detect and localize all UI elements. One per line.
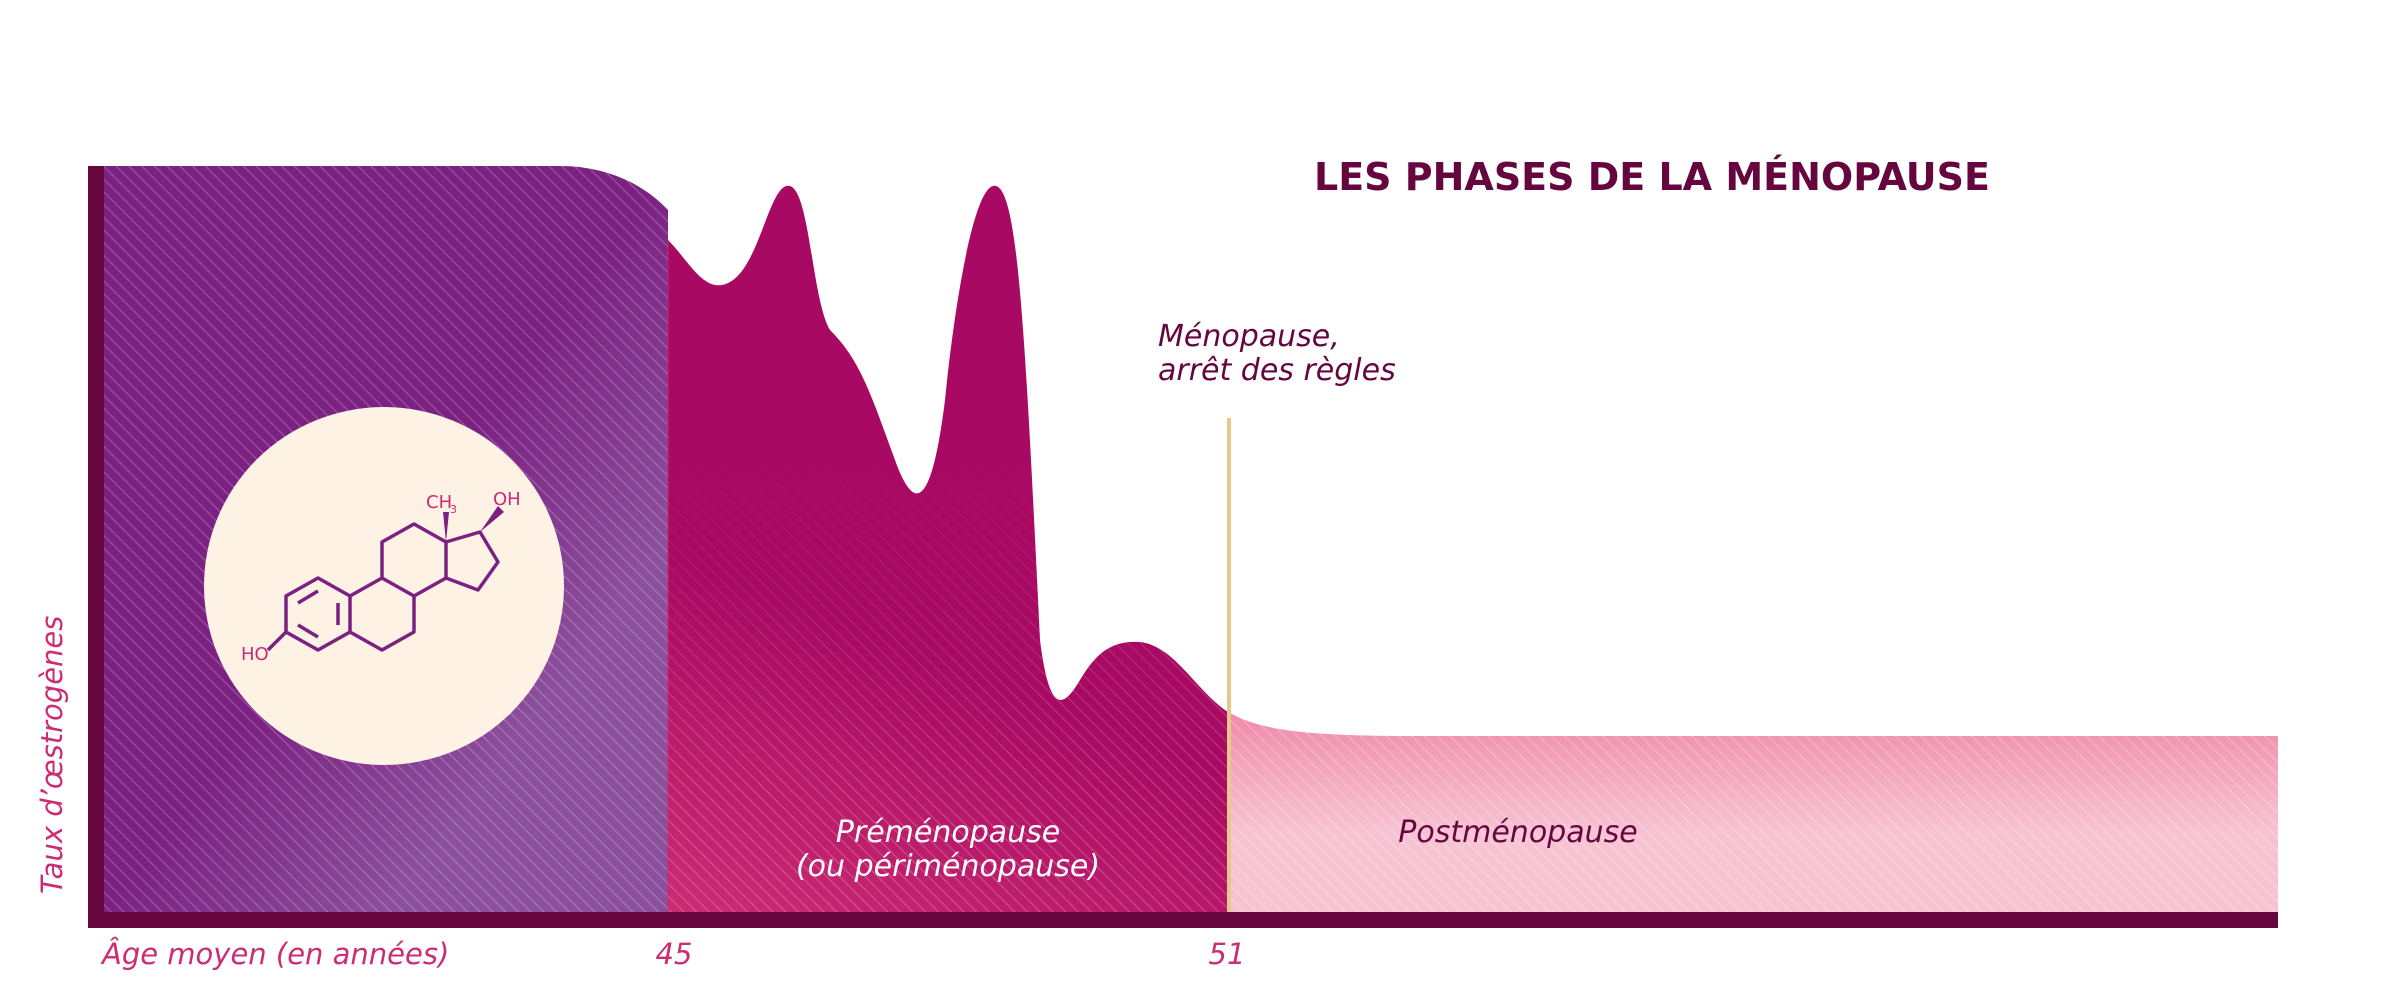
- region-label-postmenopause: Postménopause: [1398, 815, 1637, 850]
- region-label-premenopause-2: (ou périménopause): [796, 849, 1100, 884]
- molecule-label-oh-top: OH: [493, 489, 521, 510]
- x-axis-label: Âge moyen (en années): [100, 937, 449, 971]
- y-axis-label: Taux d’œstrogènes: [35, 616, 69, 894]
- region-premenopause-hatch: [668, 185, 1228, 912]
- annotation-line-2: arrêt des règles: [1158, 353, 1396, 388]
- methyl-wedge: [443, 512, 449, 542]
- region-postmenopause-hatch: [1228, 712, 2278, 912]
- hydroxyl-wedge: [480, 506, 504, 532]
- y-axis-bar: [88, 166, 104, 928]
- molecule-label-methyl-sub: 3: [450, 503, 457, 516]
- chart-title: LES PHASES DE LA MÉNOPAUSE: [1314, 155, 1990, 199]
- estradiol-molecule-icon: [266, 522, 500, 652]
- molecule-label-methyl: CH: [426, 492, 452, 513]
- x-tick-51: 51: [1209, 937, 1246, 971]
- molecule-label-ho-left: HO: [241, 644, 269, 665]
- molecule-circle: [204, 407, 564, 765]
- x-tick-45: 45: [656, 937, 693, 971]
- annotation-line-1: Ménopause,: [1158, 319, 1340, 354]
- region-label-premenopause-1: Préménopause: [836, 815, 1060, 850]
- x-axis-bar: [88, 912, 2278, 928]
